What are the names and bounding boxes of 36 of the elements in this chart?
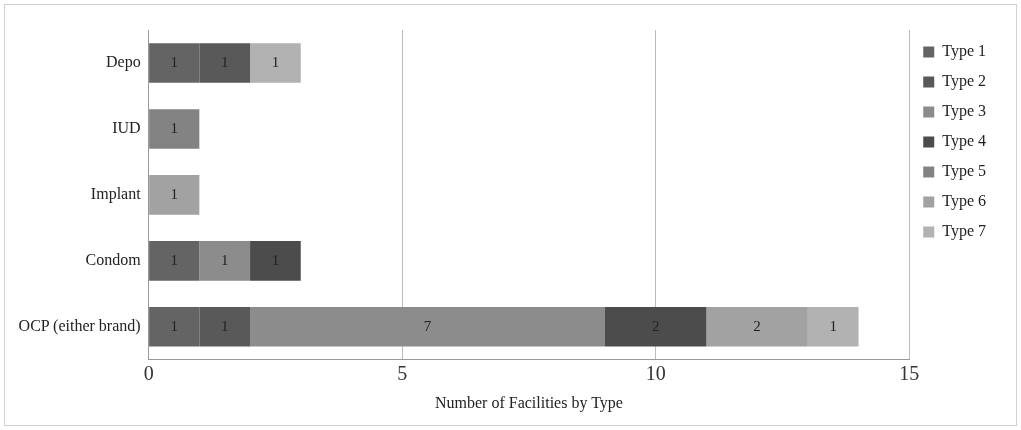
x-tick-label: 15 [899, 362, 920, 385]
y-tick-label: OCP (either brand) [18, 317, 141, 336]
bar [199, 241, 251, 281]
legend-label: Type 1 [942, 42, 987, 61]
data-label: 1 [170, 53, 178, 70]
bar [250, 241, 301, 281]
legend-label: Type 4 [942, 132, 987, 151]
data-label: 1 [170, 317, 178, 334]
legend-label: Type 2 [942, 72, 987, 91]
bar [149, 241, 200, 281]
bar [250, 307, 605, 347]
legend-label: Type 6 [942, 192, 987, 211]
data-label: 7 [423, 317, 432, 334]
bar [605, 307, 707, 347]
x-tick-label: 0 [143, 362, 154, 385]
data-label: 1 [170, 119, 178, 136]
legend-label: Type 5 [942, 162, 987, 181]
legend-label: Type 7 [942, 222, 987, 241]
data-label: 1 [170, 185, 178, 202]
x-tick-label: 5 [397, 362, 408, 385]
x-axis-title: Number of Facilities by Type [434, 393, 623, 412]
bar [807, 307, 859, 347]
data-label: 1 [271, 53, 280, 70]
bar [250, 43, 301, 83]
data-label: 2 [753, 317, 761, 334]
y-tick-label: Depo [105, 53, 141, 72]
y-tick-label: IUD [112, 119, 141, 137]
y-tick-label: Implant [90, 185, 142, 204]
x-tick-label: 10 [645, 362, 666, 385]
data-label: 1 [829, 317, 837, 334]
data-label: 1 [220, 251, 229, 268]
bar [706, 307, 808, 347]
bar [149, 109, 200, 149]
data-label: 1 [170, 251, 178, 268]
legend-label: Type 3 [942, 102, 987, 121]
y-tick-label: Condom [85, 251, 142, 269]
